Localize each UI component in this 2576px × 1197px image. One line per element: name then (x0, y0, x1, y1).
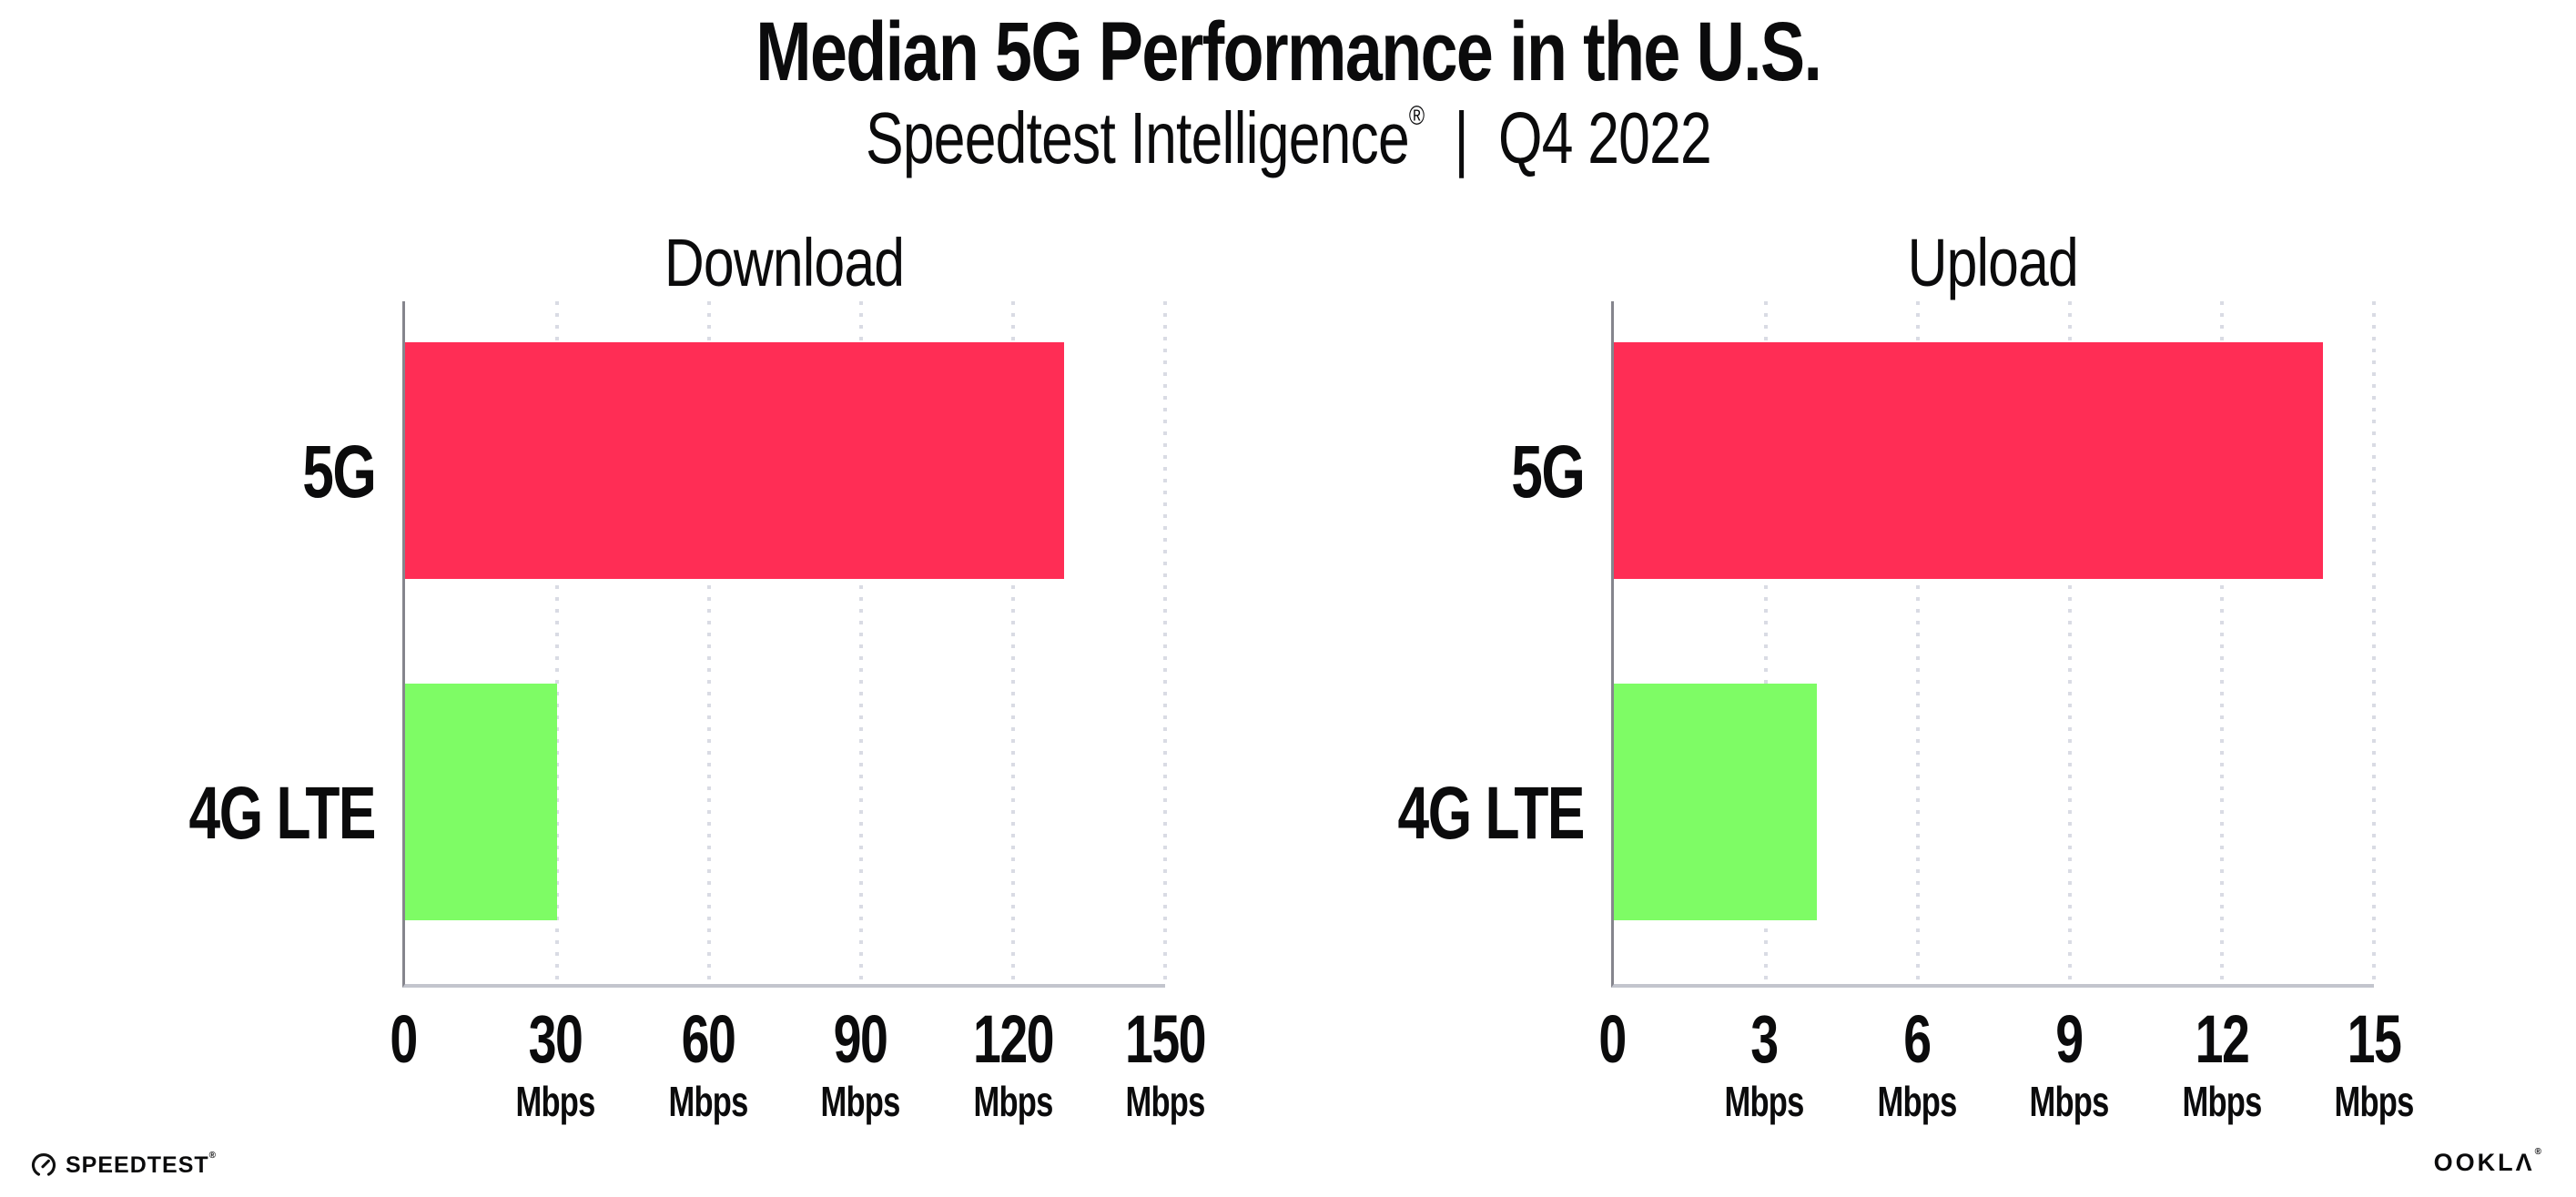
x-tick-number: 150 (1124, 1001, 1207, 1077)
gridline-120 (1011, 301, 1016, 984)
category-label-text: 5G (302, 430, 377, 513)
speedtest-logo: SPEEDTEST® (30, 1151, 217, 1179)
x-tick-number: 15 (2347, 1001, 2402, 1077)
x-tick-0: 0 (1594, 1006, 1629, 1073)
page-title: Median 5G Performance in the U.S. (755, 5, 1822, 98)
x-tick-unit: Mbps (2182, 1078, 2262, 1125)
ookla-wordmark: OOKLΛ (2433, 1149, 2535, 1176)
x-tick-number: 90 (833, 1001, 888, 1077)
x-tick-inner: 3 Mbps (1724, 1001, 1805, 1125)
x-tick-inner: 12 Mbps (2182, 1001, 2262, 1125)
x-tick-unit: Mbps (820, 1078, 901, 1125)
speedtest-wordmark: SPEEDTEST® (66, 1150, 218, 1178)
gridline-30 (555, 301, 560, 984)
x-tick-unit: Mbps (1125, 1078, 1205, 1125)
page-subtitle: Speedtest Intelligence® | Q4 2022 (0, 96, 2576, 178)
plot-area-upload (1611, 301, 2376, 988)
chart-body: 5G 4G LTE (127, 301, 1167, 988)
speedtest-gauge-icon (32, 1152, 56, 1176)
x-tick-number: 30 (529, 1001, 583, 1077)
y-axis-labels: 5G 4G LTE (1336, 301, 1611, 988)
x-tick-number: 6 (1903, 1001, 1932, 1077)
x-axis-download: 0 30 Mbps 60 Mbps 90 Mbps 120 Mbps 150 Mbps (390, 988, 1206, 1161)
category-label-text: 4G LTE (188, 771, 377, 855)
category-label-text: 5G (1511, 430, 1586, 513)
subtitle-brand: Speedtest Intelligence (865, 96, 1410, 178)
x-tick-120: 120 Mbps (959, 1001, 1066, 1125)
x-tick-inner: 6 Mbps (1877, 1001, 1957, 1125)
x-tick-15: 15 Mbps (2321, 1001, 2427, 1125)
x-tick-30: 30 Mbps (502, 1001, 608, 1125)
ookla-logo: OOKLΛ® (2433, 1147, 2544, 1177)
x-tick-9: 9 Mbps (2016, 1001, 2122, 1125)
plot-area-download (402, 301, 1167, 988)
x-tick-inner: 150 Mbps (1124, 1001, 1207, 1125)
registered-mark: ® (2534, 1147, 2544, 1157)
gridline-15 (2372, 301, 2376, 984)
gridline-3 (1764, 301, 1769, 984)
x-tick-inner: 90 Mbps (820, 1001, 901, 1125)
x-tick-150: 150 Mbps (1111, 1001, 1218, 1125)
x-tick-90: 90 Mbps (807, 1001, 913, 1125)
category-label-text: 4G LTE (1397, 771, 1586, 855)
upload-chart: Upload 5G 4G LTE 0 3 Mbps 6 Mbps 9 Mbps 12 Mbps 15… (1336, 212, 2415, 1161)
gridline-150 (1163, 301, 1167, 984)
x-tick-number: 12 (2195, 1001, 2249, 1077)
subtitle-period: Q4 2022 (1497, 96, 1712, 178)
x-tick-inner: 0 (390, 1001, 418, 1077)
y-axis-labels: 5G 4G LTE (127, 301, 402, 988)
x-tick-6: 6 Mbps (1864, 1001, 1970, 1125)
x-tick-number: 0 (390, 1001, 418, 1077)
gridline-6 (1916, 301, 1921, 984)
category-label-4g-lte: 4G LTE (127, 643, 402, 984)
x-tick-inner: 0 (1598, 1001, 1627, 1077)
registered-mark: ® (1408, 100, 1424, 131)
x-tick-0: 0 (385, 1006, 421, 1073)
x-tick-unit: Mbps (1724, 1078, 1805, 1125)
x-axis-upload: 0 3 Mbps 6 Mbps 9 Mbps 12 Mbps 15 Mbps (1598, 988, 2414, 1161)
gridline-90 (859, 301, 864, 984)
category-label-4g-lte: 4G LTE (1336, 643, 1611, 984)
bar-4g-lte (1614, 684, 1817, 920)
x-tick-unit: Mbps (973, 1078, 1053, 1125)
header: Median 5G Performance in the U.S. Speedt… (0, 0, 2576, 177)
x-tick-inner: 120 Mbps (972, 1001, 1055, 1125)
x-tick-60: 60 Mbps (655, 1001, 761, 1125)
category-label-5g: 5G (1336, 301, 1611, 643)
x-tick-unit: Mbps (2334, 1078, 2414, 1125)
x-tick-12: 12 Mbps (2169, 1001, 2275, 1125)
gridline-9 (2068, 301, 2073, 984)
x-tick-number: 9 (2055, 1001, 2084, 1077)
x-tick-3: 3 Mbps (1711, 1001, 1817, 1125)
x-tick-unit: Mbps (2029, 1078, 2110, 1125)
registered-mark: ® (208, 1150, 218, 1161)
x-tick-number: 120 (972, 1001, 1055, 1077)
bar-5g (1614, 342, 2324, 579)
x-tick-number: 3 (1750, 1001, 1780, 1077)
chart-body: 5G 4G LTE (1336, 301, 2376, 988)
subtitle-separator: | (1453, 96, 1468, 178)
x-tick-number: 60 (681, 1001, 735, 1077)
chart-title-upload: Upload (1907, 225, 2079, 300)
chart-title-download: Download (664, 225, 905, 300)
x-tick-unit: Mbps (515, 1078, 596, 1125)
x-tick-inner: 60 Mbps (668, 1001, 748, 1125)
x-tick-unit: Mbps (668, 1078, 748, 1125)
gridline-12 (2220, 301, 2225, 984)
x-tick-inner: 15 Mbps (2334, 1001, 2414, 1125)
download-chart: Download 5G 4G LTE 0 30 Mbps 60 Mbps 90 Mbps 120… (127, 212, 1207, 1161)
category-label-5g: 5G (127, 301, 402, 643)
bar-4g-lte (405, 684, 558, 920)
gridline-60 (707, 301, 712, 984)
bar-5g (405, 342, 1064, 579)
x-tick-inner: 9 Mbps (2029, 1001, 2110, 1125)
x-tick-unit: Mbps (1877, 1078, 1957, 1125)
x-tick-number: 0 (1598, 1001, 1627, 1077)
x-tick-inner: 30 Mbps (515, 1001, 596, 1125)
